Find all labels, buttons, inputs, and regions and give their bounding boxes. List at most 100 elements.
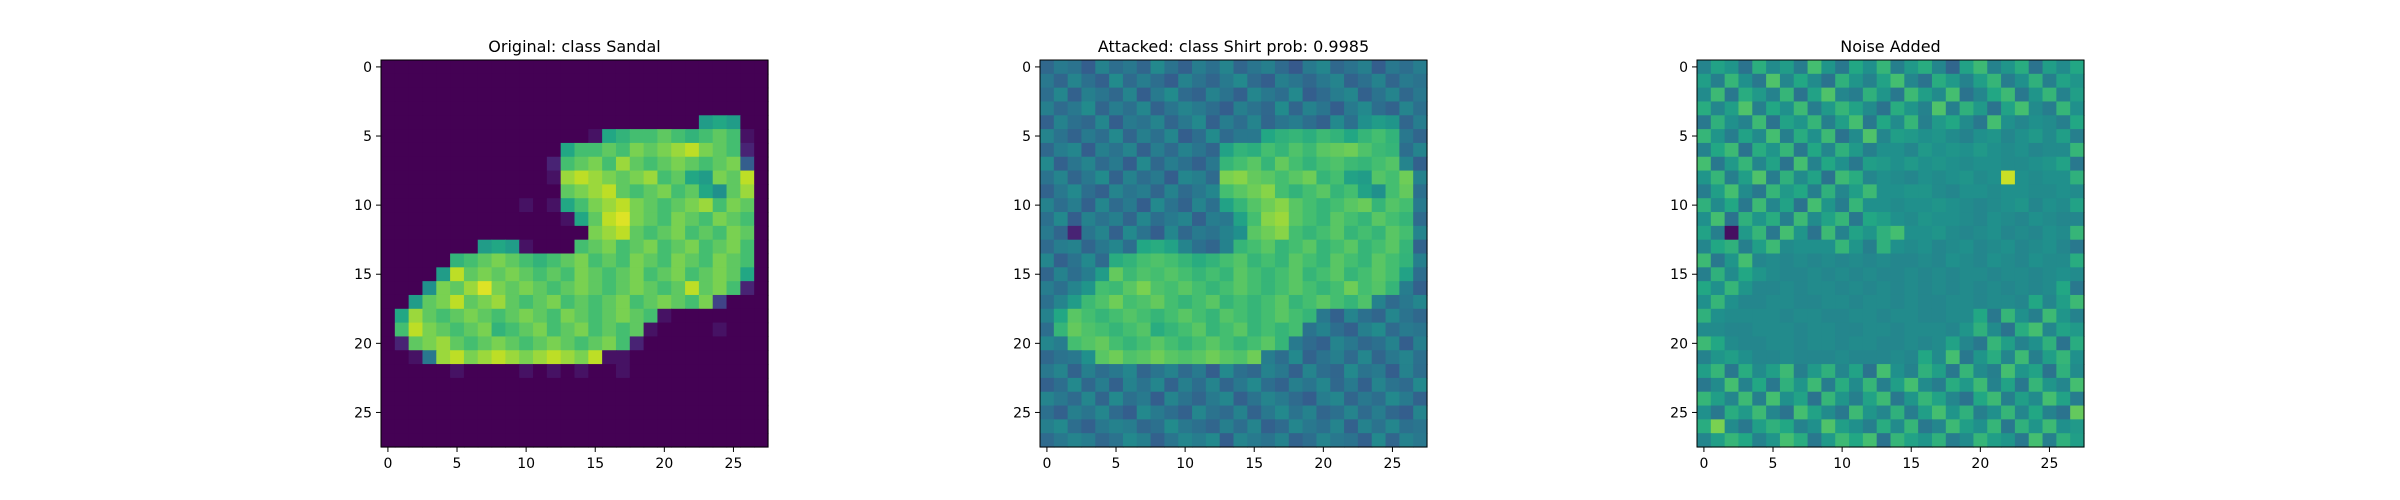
heatmap-cell: [1766, 336, 1781, 351]
heatmap-cell: [2014, 377, 2030, 393]
heatmap-cell: [1040, 433, 1055, 448]
heatmap-cell: [1890, 87, 1905, 103]
heatmap-cell: [1399, 281, 1414, 296]
heatmap-cell: [1302, 129, 1318, 144]
heatmap-cell: [533, 308, 548, 324]
heatmap-cell: [1697, 239, 1712, 255]
heatmap-cell: [2042, 377, 2057, 393]
heatmap-cell: [1385, 433, 1400, 448]
heatmap-cell: [1876, 60, 1892, 75]
heatmap-cell: [1766, 433, 1781, 448]
heatmap-cell: [698, 433, 714, 448]
heatmap-cell: [1945, 115, 1961, 130]
heatmap-cell: [1849, 281, 1864, 296]
heatmap-cell: [602, 129, 617, 144]
heatmap-cell: [1959, 73, 1975, 89]
heatmap-cell: [1385, 281, 1400, 296]
heatmap-cell: [1710, 433, 1726, 448]
heatmap-cell: [1330, 364, 1345, 379]
heatmap-cell: [1862, 308, 1878, 324]
heatmap-cell: [615, 87, 631, 103]
heatmap-cell: [1385, 239, 1400, 255]
heatmap-cell: [1150, 253, 1165, 268]
heatmap-cell: [2014, 156, 2030, 172]
heatmap-cell: [1192, 156, 1207, 172]
heatmap-cell: [1178, 419, 1193, 434]
heatmap-cell: [1697, 60, 1712, 75]
heatmap-cell: [422, 433, 437, 448]
heatmap-cell: [1095, 225, 1110, 241]
heatmap-cell: [463, 377, 479, 393]
heatmap-cell: [602, 198, 617, 213]
heatmap-cell: [1399, 433, 1414, 448]
heatmap-cell: [1862, 73, 1878, 89]
heatmap-cell: [1122, 253, 1138, 268]
heatmap-cell: [1109, 377, 1124, 393]
heatmap-cell: [588, 281, 603, 296]
heatmap-cell: [1122, 115, 1138, 130]
heatmap-cell: [1931, 391, 1947, 407]
heatmap-cell: [1959, 419, 1975, 434]
heatmap-cell: [671, 142, 686, 158]
heatmap-cell: [1835, 350, 1850, 365]
heatmap-cell: [2028, 212, 2044, 227]
heatmap-cell: [1330, 350, 1345, 365]
heatmap-cell: [1793, 212, 1809, 227]
heatmap-cell: [1357, 87, 1373, 103]
heatmap-cell: [1109, 419, 1124, 434]
heatmap-cell: [574, 253, 589, 268]
heatmap-cell: [1067, 184, 1083, 199]
heatmap-cell: [1807, 377, 1822, 393]
heatmap-cell: [1095, 419, 1110, 434]
heatmap-cell: [450, 156, 465, 172]
heatmap-cell: [1316, 350, 1331, 365]
heatmap-cell: [1219, 239, 1235, 255]
heatmap-cell: [1219, 170, 1235, 185]
heatmap-cell: [1192, 253, 1207, 268]
heatmap-cell: [2042, 239, 2057, 255]
heatmap-cell: [450, 267, 465, 282]
heatmap-cell: [477, 336, 493, 351]
heatmap-cell: [1274, 115, 1290, 130]
heatmap-cell: [1876, 156, 1892, 172]
heatmap-cell: [588, 239, 603, 255]
heatmap-cell: [1178, 267, 1193, 282]
heatmap-cell: [1316, 405, 1331, 420]
heatmap-cell: [685, 129, 700, 144]
heatmap-cell: [450, 377, 465, 393]
heatmap-cell: [1178, 336, 1193, 351]
heatmap-cell: [491, 101, 506, 116]
x-axis: 0 5 10 15 20 25: [1042, 447, 1401, 472]
y-tick-label: 25: [1670, 405, 1688, 421]
heatmap-cell: [1710, 156, 1726, 172]
heatmap-cell: [754, 419, 769, 434]
heatmap-cell: [381, 322, 396, 338]
heatmap-cell: [519, 253, 534, 268]
heatmap-cell: [1766, 115, 1781, 130]
heatmap-cell: [698, 142, 714, 158]
heatmap-cell: [1053, 350, 1069, 365]
heatmap-cell: [1081, 281, 1096, 296]
heatmap-cell: [1233, 184, 1248, 199]
heatmap-cell: [1247, 101, 1262, 116]
heatmap-cell: [450, 294, 465, 310]
heatmap-cell: [1821, 142, 1836, 158]
heatmap-cell: [1136, 115, 1152, 130]
heatmap-cell: [1399, 198, 1414, 213]
heatmap-cell: [602, 156, 617, 172]
heatmap-cell: [381, 364, 396, 379]
heatmap-cell: [1973, 142, 1988, 158]
heatmap-cell: [1821, 184, 1836, 199]
heatmap-cell: [1274, 87, 1290, 103]
heatmap-cell: [712, 391, 728, 407]
heatmap-cell: [1890, 253, 1905, 268]
heatmap-cell: [1288, 336, 1304, 351]
heatmap-cell: [1945, 405, 1961, 420]
heatmap-cell: [505, 170, 520, 185]
heatmap-cell: [533, 212, 548, 227]
heatmap-cell: [408, 253, 424, 268]
heatmap-cell: [1973, 101, 1988, 116]
heatmap-cell: [685, 253, 700, 268]
heatmap-cell: [1385, 115, 1400, 130]
heatmap-cell: [754, 170, 769, 185]
